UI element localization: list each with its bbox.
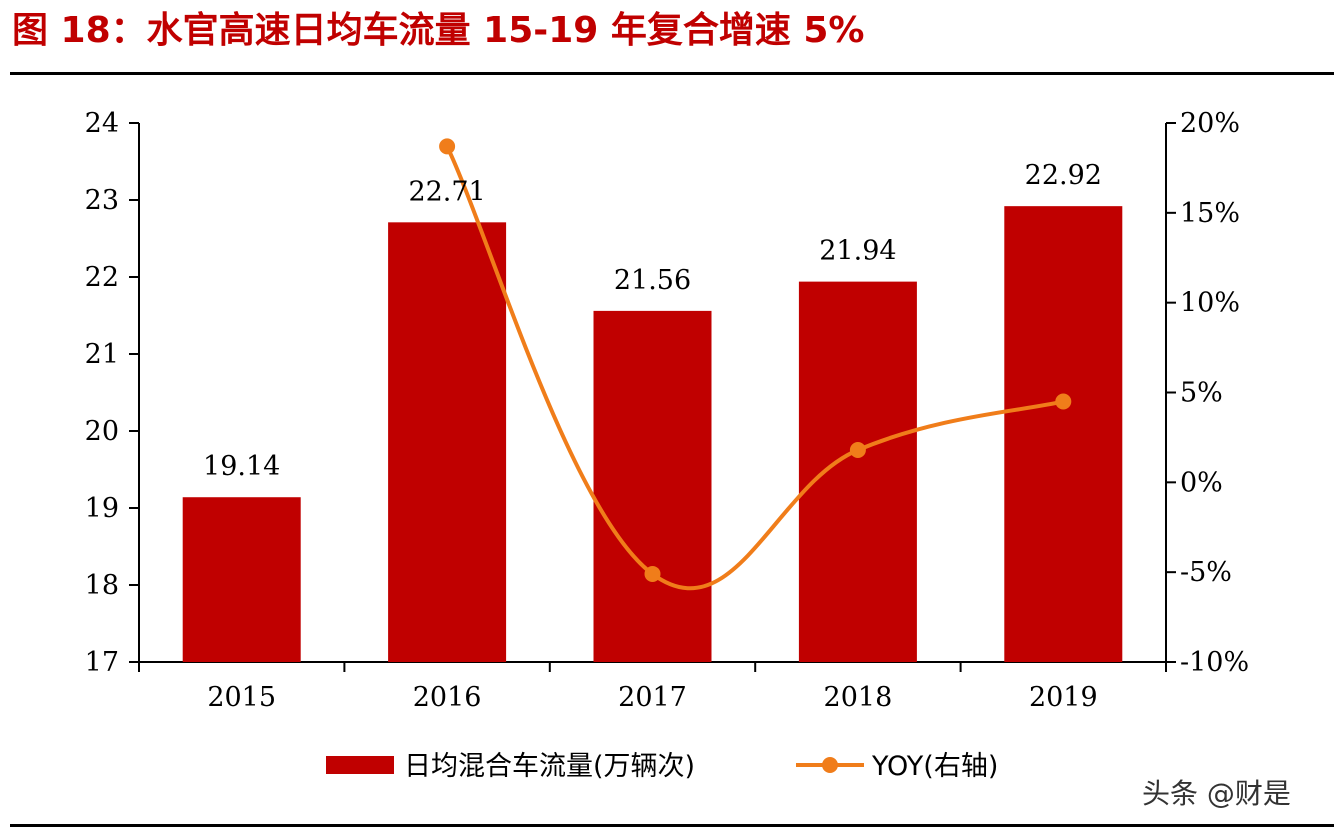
right-tick-label: 0% xyxy=(1180,467,1223,498)
yoy-point-2017 xyxy=(644,565,661,582)
right-tick-label: 20% xyxy=(1180,108,1240,139)
data-label-2019: 22.92 xyxy=(1025,160,1102,191)
right-tick-label: -5% xyxy=(1180,557,1232,588)
left-tick-label: 21 xyxy=(85,339,119,370)
yoy-point-2019 xyxy=(1055,393,1072,410)
chart-legend: 日均混合车流量(万辆次) YOY(右轴) xyxy=(326,751,998,782)
page-title: 图 18：水官高速日均车流量 15-19 年复合增速 5% xyxy=(12,10,865,51)
left-tick-label: 18 xyxy=(85,570,119,601)
data-label-2017: 21.56 xyxy=(614,265,691,296)
yoy-point-2016 xyxy=(439,138,456,155)
x-tick-label: 2017 xyxy=(618,682,687,713)
x-tick-label: 2016 xyxy=(413,682,482,713)
bar-2015 xyxy=(182,497,301,662)
right-tick-label: 15% xyxy=(1180,198,1240,229)
left-tick-label: 24 xyxy=(85,108,119,139)
chart-axes: 17 18 19 20 21 22 23 24 -10% -5% 0% 5% 10% 15% 20% 2015… xyxy=(85,108,1250,713)
bottom-rule xyxy=(10,824,1334,827)
right-tick-label: -10% xyxy=(1180,647,1249,678)
x-tick-label: 2015 xyxy=(207,682,276,713)
data-labels: 19.14 22.71 21.56 21.94 22.92 xyxy=(203,160,1102,482)
bar-2016 xyxy=(388,222,507,662)
right-tick-label: 10% xyxy=(1180,288,1240,319)
x-tick-label: 2019 xyxy=(1029,682,1098,713)
bar-series xyxy=(182,206,1123,662)
data-label-2016: 22.71 xyxy=(408,176,485,207)
x-tick-label: 2018 xyxy=(824,682,893,713)
yoy-point-2018 xyxy=(849,441,866,458)
bar-2018 xyxy=(798,281,917,662)
watermark: 头条 @财是 xyxy=(1142,777,1291,810)
legend-bar-swatch xyxy=(326,756,394,774)
left-tick-label: 22 xyxy=(85,262,119,293)
left-tick-label: 19 xyxy=(85,493,119,524)
legend-line-marker xyxy=(822,757,838,773)
data-label-2015: 19.14 xyxy=(203,451,280,482)
left-tick-label: 17 xyxy=(85,647,119,678)
left-tick-label: 23 xyxy=(85,185,119,216)
right-tick-label: 5% xyxy=(1180,378,1223,409)
left-tick-label: 20 xyxy=(85,416,119,447)
top-rule xyxy=(10,72,1334,75)
legend-line-label: YOY(右轴) xyxy=(871,751,998,782)
bar-2019 xyxy=(1004,206,1123,662)
bar-2017 xyxy=(593,310,712,662)
data-label-2018: 21.94 xyxy=(819,236,896,267)
yoy-series xyxy=(439,138,1072,591)
legend-bar-label: 日均混合车流量(万辆次) xyxy=(404,751,695,782)
yoy-line xyxy=(445,145,1064,591)
